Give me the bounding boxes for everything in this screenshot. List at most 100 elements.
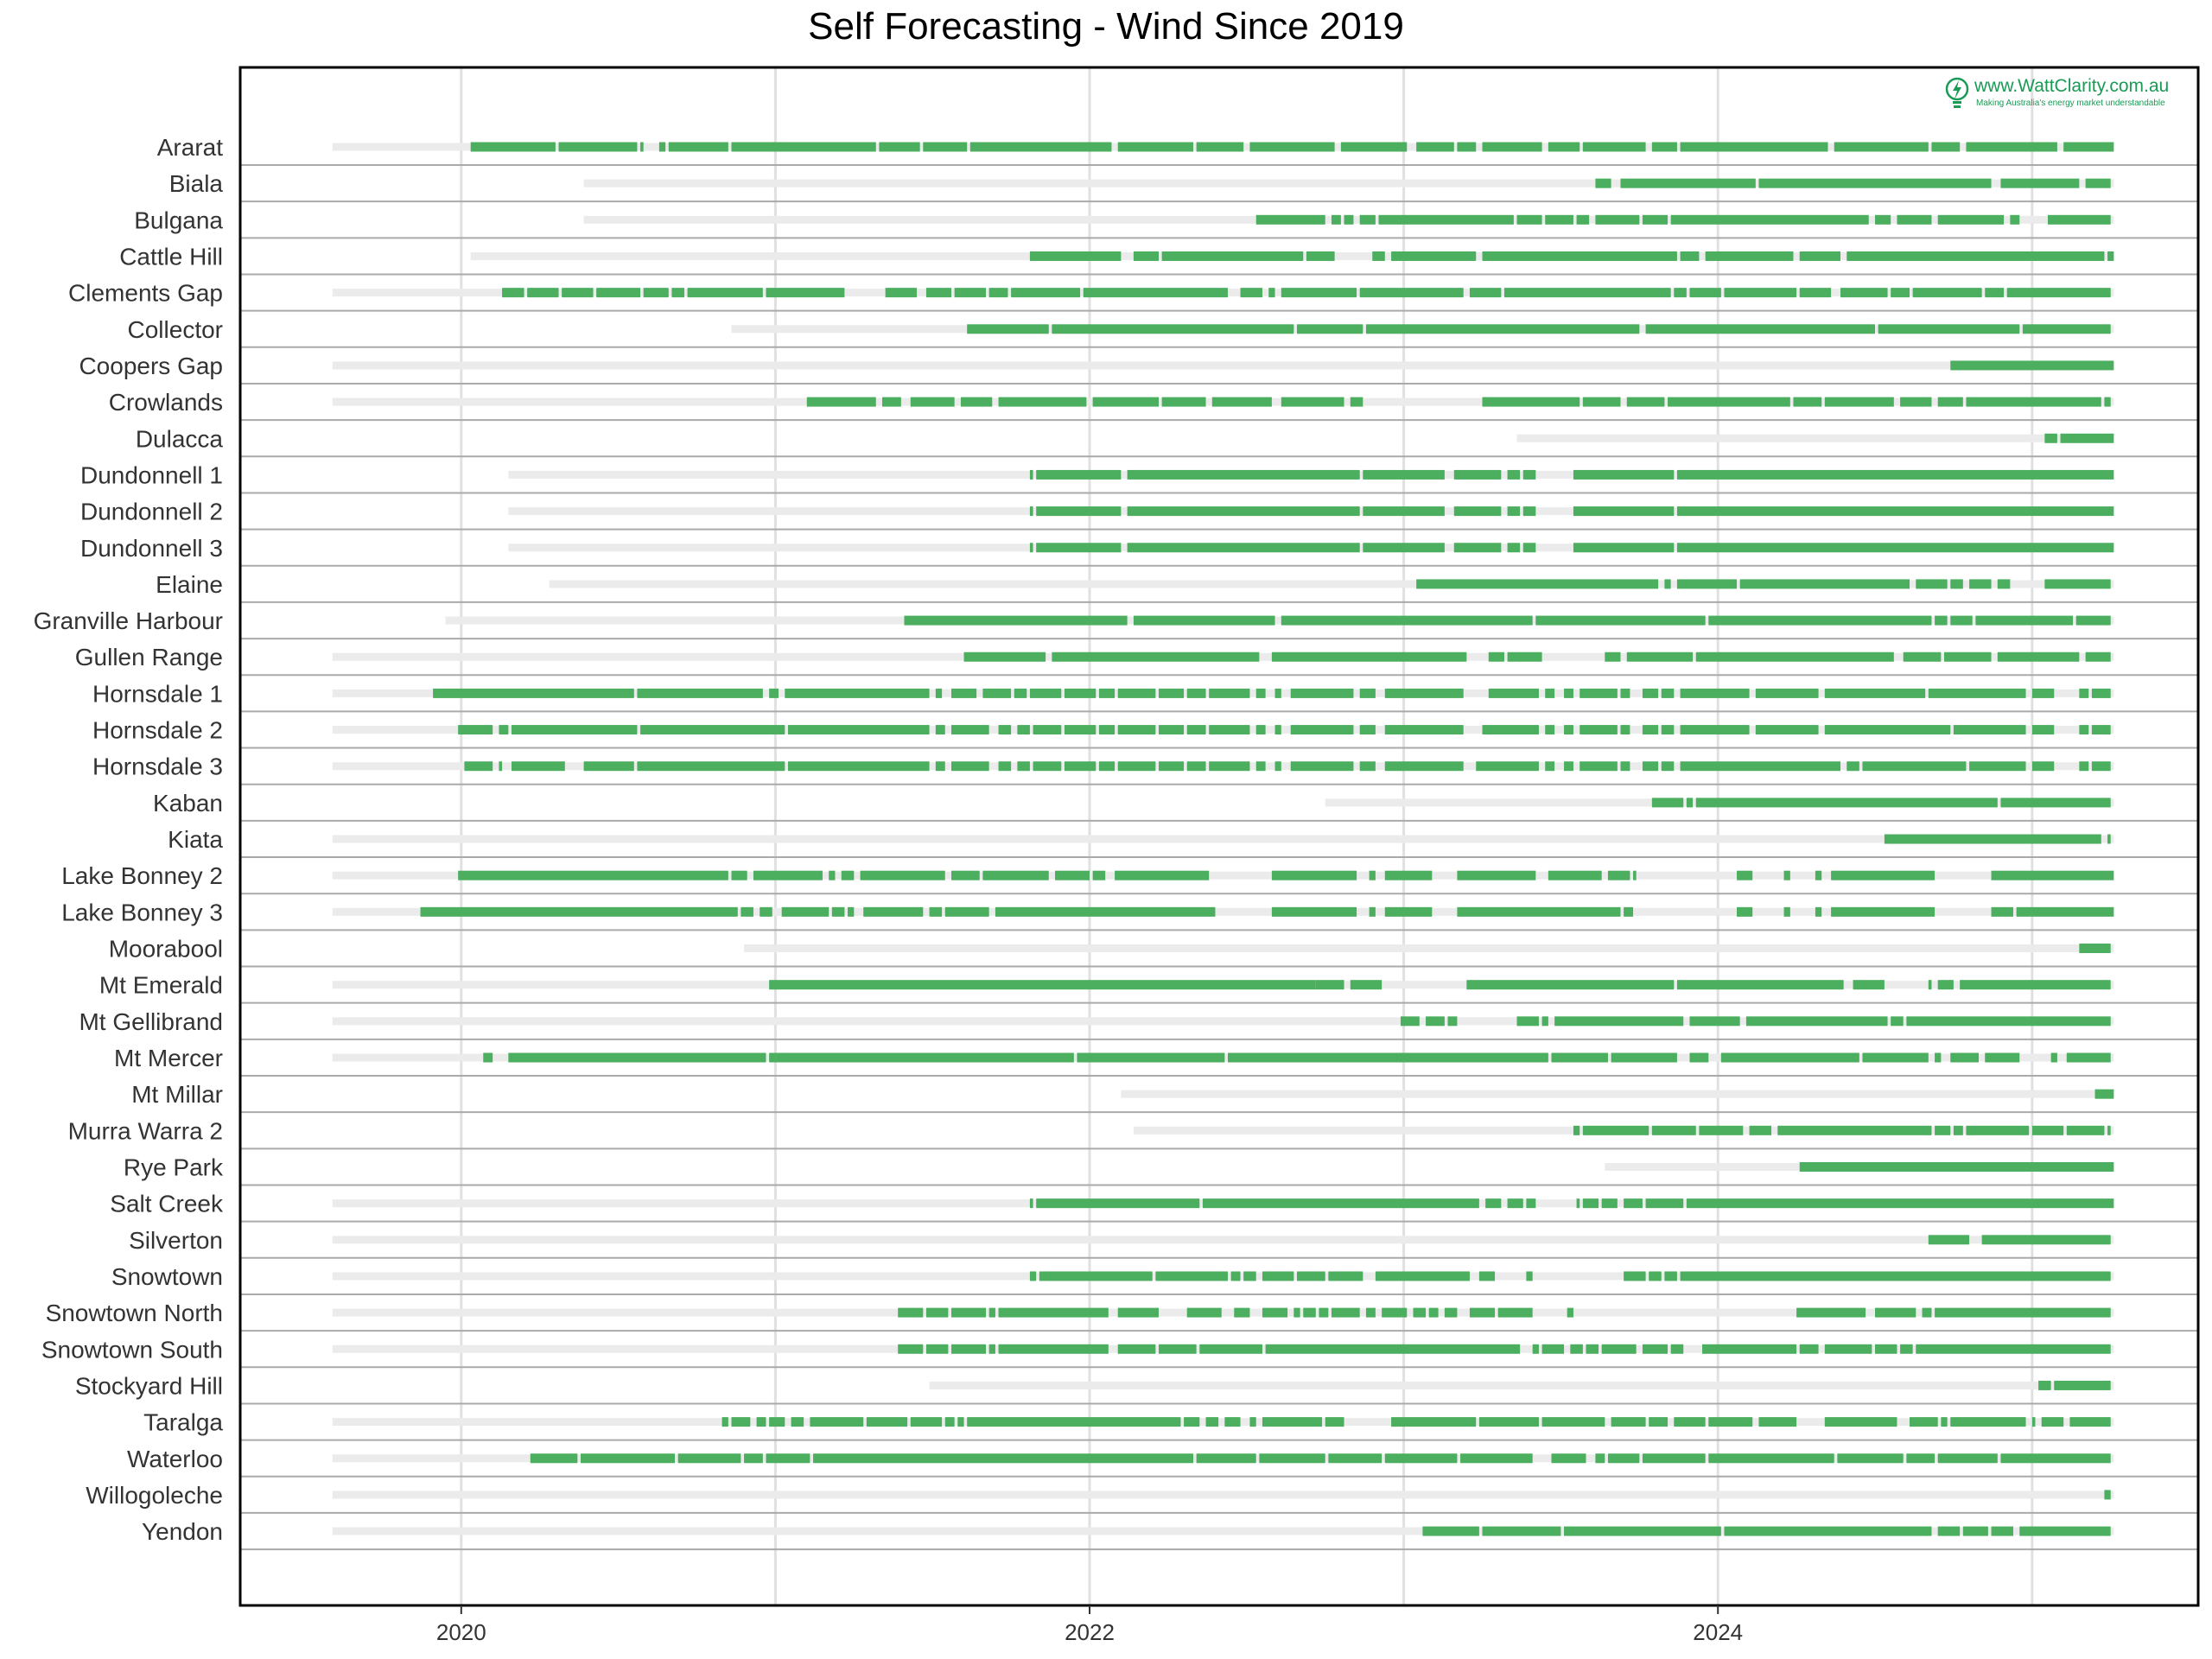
self-forecast-segment <box>2107 834 2111 844</box>
self-forecast-segment <box>508 1052 766 1063</box>
self-forecast-segment <box>1737 906 1753 917</box>
self-forecast-segment <box>1645 1198 1684 1209</box>
self-forecast-segment <box>687 288 763 298</box>
self-forecast-segment <box>1503 288 1671 298</box>
self-forecast-segment <box>1482 251 1677 261</box>
self-forecast-segment <box>1676 579 1738 589</box>
self-forecast-segment <box>951 688 977 698</box>
self-forecast-segment <box>1737 870 1753 880</box>
self-forecast-segment <box>1884 834 2101 844</box>
self-forecast-segment <box>898 1344 924 1354</box>
self-forecast-segment <box>1962 1526 1988 1536</box>
self-forecast-segment <box>988 1307 995 1318</box>
self-forecast-segment <box>1937 980 1954 990</box>
self-forecast-segment <box>1011 288 1081 298</box>
self-forecast-segment <box>1582 397 1621 407</box>
self-forecast-segment <box>1966 397 2101 407</box>
self-forecast-segment <box>1469 288 1502 298</box>
self-forecast-segment <box>1340 142 1408 152</box>
self-forecast-segment <box>1262 1307 1288 1318</box>
self-forecast-segment <box>1651 798 1684 808</box>
self-forecast-segment <box>1306 251 1335 261</box>
self-forecast-segment <box>2047 214 2111 225</box>
self-forecast-segment <box>1064 688 1096 698</box>
self-forecast-segment <box>1875 214 1891 225</box>
self-forecast-segment <box>1570 1344 1583 1354</box>
self-forecast-segment <box>1331 214 1341 225</box>
self-forecast-segment <box>1793 397 1822 407</box>
chart-row: Moorabool <box>109 936 2198 968</box>
self-forecast-segment <box>1916 1344 2111 1354</box>
self-forecast-segment <box>1676 980 1844 990</box>
self-forecast-segment <box>1633 870 1637 880</box>
row-label: Clements Gap <box>68 280 223 307</box>
self-forecast-segment <box>1824 1417 1897 1427</box>
self-forecast-segment <box>1375 1271 1470 1281</box>
self-forecast-segment <box>1369 870 1376 880</box>
self-forecast-segment <box>1680 142 1828 152</box>
self-forecast-segment <box>731 1417 751 1427</box>
self-forecast-segment <box>2006 288 2111 298</box>
self-forecast-segment <box>1815 870 1822 880</box>
self-forecast-segment <box>1878 324 2020 334</box>
self-forecast-segment <box>721 1417 728 1427</box>
self-forecast-segment <box>1551 1453 1586 1464</box>
self-forecast-segment <box>1607 870 1630 880</box>
self-forecast-segment <box>1564 725 1573 735</box>
self-forecast-segment <box>1586 1344 1599 1354</box>
self-forecast-segment <box>923 142 968 152</box>
self-forecast-segment <box>433 688 634 698</box>
chart-row: Mt Gellibrand <box>79 1008 2198 1040</box>
chart-row: Hornsdale 3 <box>92 753 2198 785</box>
x-axis: 2020 2022 2024 <box>436 1605 1743 1645</box>
self-forecast-segment <box>1799 251 1841 261</box>
self-forecast-segment <box>1127 506 1360 517</box>
self-forecast-segment <box>1365 1307 1376 1318</box>
self-forecast-segment <box>1457 142 1477 152</box>
self-forecast-segment <box>1294 1307 1300 1318</box>
self-forecast-segment <box>1824 688 1926 698</box>
self-forecast-segment <box>671 288 684 298</box>
self-forecast-segment <box>1689 1052 1709 1063</box>
self-forecast-segment <box>1196 142 1244 152</box>
self-forecast-segment <box>1564 688 1573 698</box>
self-forecast-segment <box>1960 980 2111 990</box>
self-forecast-segment <box>2016 906 2114 917</box>
self-forecast-segment <box>1209 688 1250 698</box>
self-forecast-segment <box>1115 870 1210 880</box>
self-forecast-segment <box>1055 870 1090 880</box>
self-forecast-segment <box>1620 688 1630 698</box>
self-forecast-segment <box>1799 288 1832 298</box>
self-forecast-segment <box>1937 214 2005 225</box>
self-forecast-segment <box>1290 688 1354 698</box>
self-forecast-segment <box>1928 688 2026 698</box>
self-forecast-segment <box>944 906 989 917</box>
self-forecast-segment <box>1184 1417 1200 1427</box>
self-forecast-segment <box>1029 688 1062 698</box>
self-forecast-segment <box>1083 288 1228 298</box>
self-forecast-segment <box>1029 543 1033 553</box>
self-forecast-segment <box>1624 1198 1643 1209</box>
self-forecast-segment <box>1799 1161 2114 1172</box>
self-forecast-segment <box>1676 543 2114 553</box>
self-forecast-segment <box>848 906 855 917</box>
self-forecast-segment <box>1626 652 1694 662</box>
self-forecast-segment <box>1535 615 1706 626</box>
self-forecast-segment <box>766 1453 810 1464</box>
self-forecast-segment <box>1661 725 1675 735</box>
self-forecast-segment <box>1098 725 1116 735</box>
self-forecast-segment <box>2019 1526 2111 1536</box>
self-forecast-segment <box>1447 1016 1458 1027</box>
self-forecast-segment <box>1969 761 2026 772</box>
self-forecast-segment <box>1161 251 1304 261</box>
self-forecast-segment <box>1950 1417 2026 1427</box>
self-forecast-segment <box>2104 1490 2111 1500</box>
self-forecast-segment <box>499 725 509 735</box>
self-forecast-segment <box>1478 1417 1539 1427</box>
self-forecast-segment <box>1573 506 1675 517</box>
self-forecast-segment <box>1651 142 1677 152</box>
self-forecast-segment <box>935 688 943 698</box>
self-forecast-segment <box>1522 543 1536 553</box>
self-forecast-segment <box>969 142 1112 152</box>
self-forecast-segment <box>925 288 952 298</box>
